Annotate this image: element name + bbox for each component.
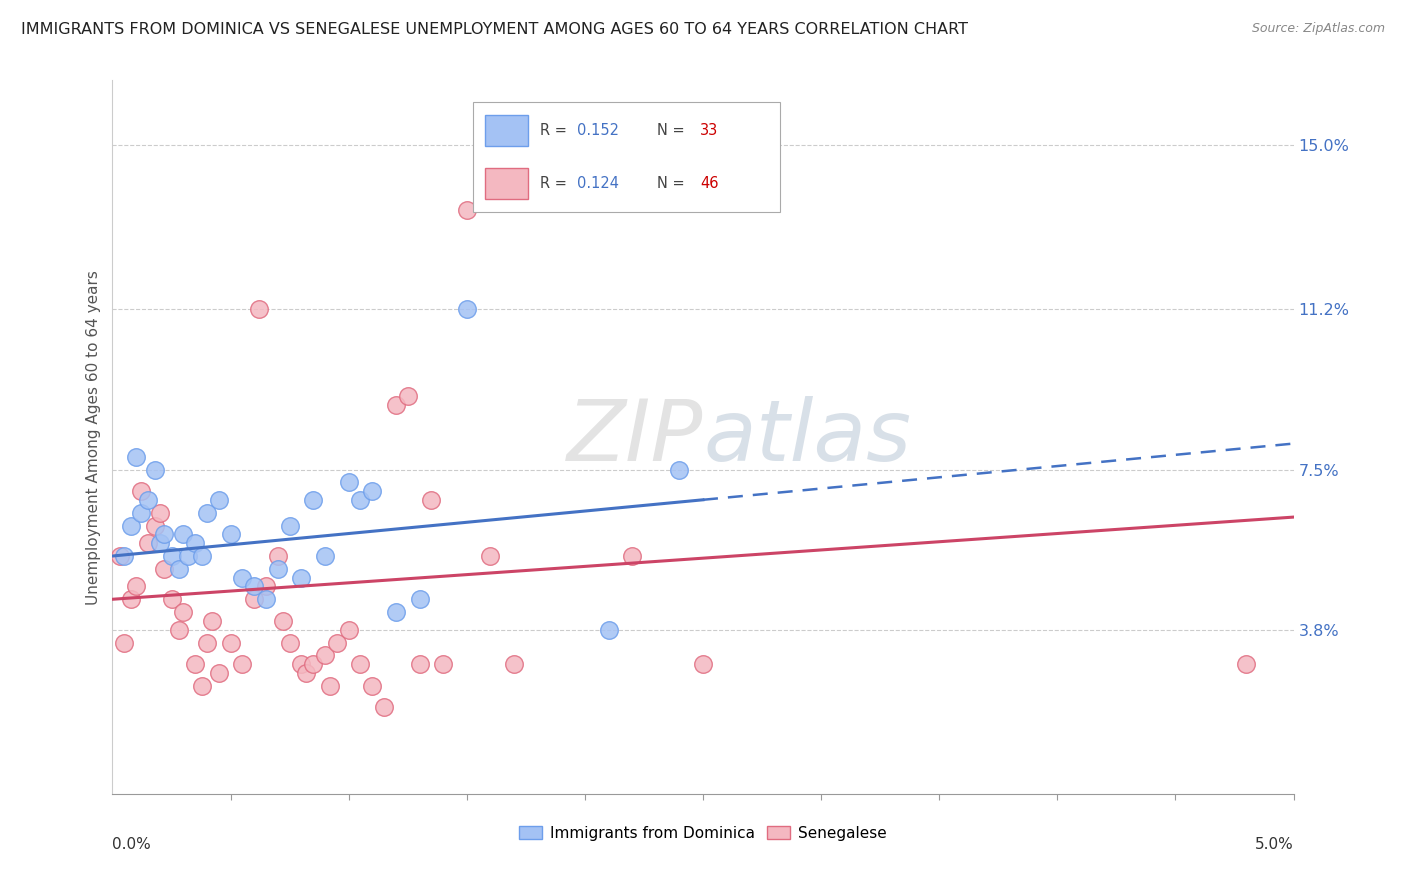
Point (302, 492, 325, 507)
Point (290, 571, 312, 585)
Point (129, 484, 152, 499)
Point (195, 635, 218, 649)
Point (112, 549, 135, 563)
Point (621, 549, 644, 563)
Point (349, 657, 371, 672)
Point (231, 657, 253, 672)
Point (326, 635, 349, 649)
Text: ZIP: ZIP (567, 395, 703, 479)
Point (243, 592, 266, 607)
Point (191, 679, 214, 693)
Point (254, 592, 277, 607)
Point (153, 527, 176, 541)
Y-axis label: Unemployment Among Ages 60 to 64 years: Unemployment Among Ages 60 to 64 years (86, 269, 101, 605)
Point (167, 562, 190, 576)
Point (271, 614, 294, 628)
Text: Source: ZipAtlas.com: Source: ZipAtlas.com (1251, 22, 1385, 36)
Point (302, 657, 325, 672)
Point (408, 592, 430, 607)
Point (219, 635, 242, 649)
Point (160, 549, 183, 563)
Point (149, 536, 172, 550)
Point (208, 665, 231, 680)
Point (278, 635, 301, 649)
Point (314, 549, 336, 563)
Point (149, 506, 172, 520)
Point (1234, 657, 1257, 672)
Text: IMMIGRANTS FROM DOMINICA VS SENEGALESE UNEMPLOYMENT AMONG AGES 60 TO 64 YEARS CO: IMMIGRANTS FROM DOMINICA VS SENEGALESE U… (21, 22, 969, 37)
Point (503, 657, 526, 672)
Point (361, 484, 384, 499)
Point (361, 679, 384, 693)
Point (408, 657, 430, 672)
Point (396, 389, 419, 403)
Point (201, 614, 224, 628)
Point (167, 623, 190, 637)
Point (598, 623, 620, 637)
Point (349, 492, 371, 507)
Point (267, 549, 290, 563)
Point (143, 462, 166, 476)
Point (219, 527, 242, 541)
Point (456, 302, 478, 317)
Point (195, 506, 218, 520)
Point (172, 605, 194, 619)
Point (373, 700, 395, 714)
Text: 0.0%: 0.0% (112, 837, 152, 852)
Point (295, 665, 318, 680)
Point (254, 579, 277, 593)
Point (319, 679, 342, 693)
Point (129, 506, 152, 520)
Point (692, 657, 714, 672)
Point (208, 492, 231, 507)
Legend: Immigrants from Dominica, Senegalese: Immigrants from Dominica, Senegalese (513, 820, 893, 847)
Point (668, 462, 690, 476)
Point (136, 492, 159, 507)
Point (120, 518, 142, 533)
Point (385, 398, 408, 412)
Point (125, 450, 148, 464)
Text: atlas: atlas (703, 395, 911, 479)
Point (125, 579, 148, 593)
Point (337, 623, 360, 637)
Point (337, 475, 360, 490)
Point (172, 527, 194, 541)
Point (278, 518, 301, 533)
Point (479, 549, 502, 563)
Point (184, 536, 207, 550)
Point (290, 657, 312, 672)
Point (120, 592, 142, 607)
Point (177, 549, 200, 563)
Point (143, 518, 166, 533)
Point (153, 562, 176, 576)
Point (420, 492, 443, 507)
Point (314, 648, 336, 663)
Text: 5.0%: 5.0% (1254, 837, 1294, 852)
Point (456, 202, 478, 217)
Point (385, 605, 408, 619)
Point (267, 562, 290, 576)
Point (160, 592, 183, 607)
Point (112, 635, 135, 649)
Point (184, 657, 207, 672)
Point (432, 657, 454, 672)
Point (247, 302, 270, 317)
Point (191, 549, 214, 563)
Point (231, 571, 253, 585)
Point (243, 579, 266, 593)
Point (136, 536, 159, 550)
Point (108, 549, 131, 563)
